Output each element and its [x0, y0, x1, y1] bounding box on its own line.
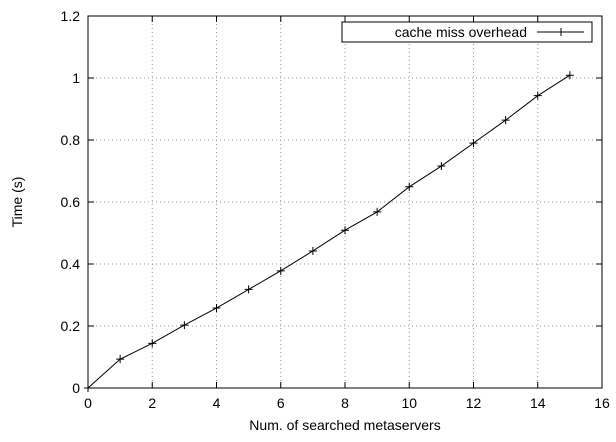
x-tick-label: 10 [401, 395, 417, 411]
data-point [341, 226, 349, 235]
data-point [148, 339, 157, 348]
axes [87, 15, 603, 389]
x-axis-label: Num. of searched metaservers [249, 417, 440, 433]
data-point [533, 91, 542, 100]
legend: cache miss overhead [341, 21, 593, 43]
data-point [212, 304, 221, 313]
legend-box [341, 21, 593, 43]
data-point [469, 139, 478, 148]
x-tick-label: 16 [594, 395, 610, 411]
data-point [180, 321, 189, 330]
grid [88, 16, 602, 388]
legend-marker [557, 28, 565, 36]
y-tick-label: 1 [72, 70, 80, 86]
data-point [405, 182, 414, 191]
series-line [87, 74, 571, 389]
data-point [308, 246, 317, 255]
x-tick-label: 2 [148, 395, 156, 411]
series-layer [84, 71, 574, 392]
data-point [437, 162, 446, 171]
tick-labels: 0 0.2 0.4 0.6 0.8 1 1.2 0 2 4 6 8 10 12 14 16 [61, 8, 610, 411]
x-tick-label: 14 [530, 395, 546, 411]
y-tick-label: 0.6 [61, 194, 81, 210]
data-point [501, 116, 510, 125]
x-tick-label: 8 [341, 395, 349, 411]
y-tick-label: 0 [72, 380, 80, 396]
data-point [565, 71, 574, 80]
data-point [373, 207, 382, 216]
data-point [276, 266, 285, 275]
x-tick-label: 4 [213, 395, 221, 411]
plot-frame [87, 15, 603, 389]
x-tick-label: 12 [466, 395, 482, 411]
y-tick-label: 1.2 [61, 8, 81, 24]
y-axis-label: Time (s) [9, 177, 25, 228]
x-tick-label: 6 [277, 395, 285, 411]
data-point [116, 355, 125, 364]
y-tick-label: 0.8 [61, 132, 81, 148]
legend-label: cache miss overhead [395, 24, 527, 40]
x-tick-label: 0 [84, 395, 92, 411]
y-tick-label: 0.2 [61, 318, 81, 334]
data-point [84, 384, 92, 392]
y-tick-label: 0.4 [61, 256, 81, 272]
data-point [244, 285, 253, 294]
